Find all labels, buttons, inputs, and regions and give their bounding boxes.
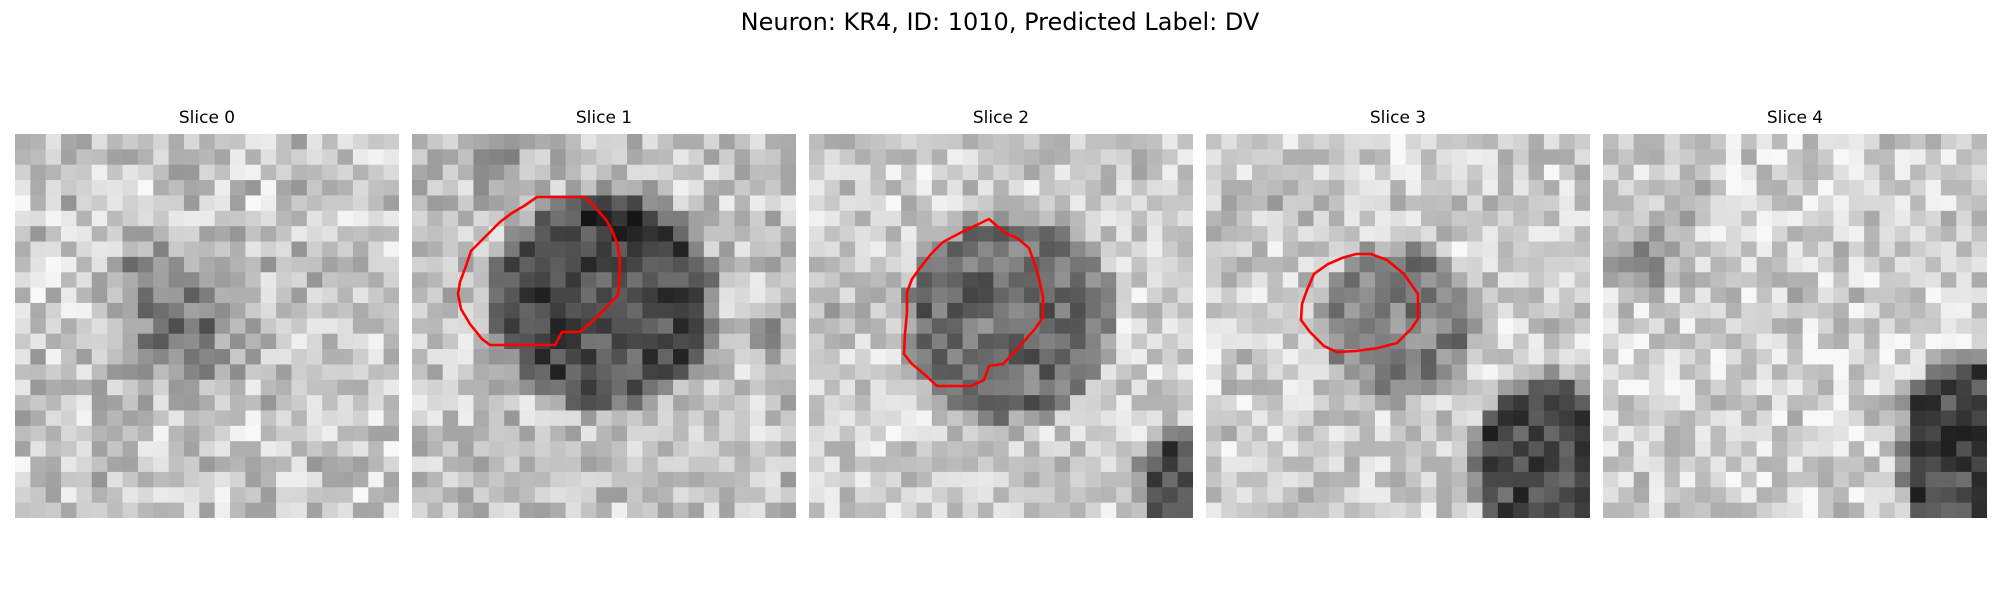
segmentation-outline-3 [1299,252,1420,354]
slice-title-0: Slice 0 [178,108,236,128]
slice-image-4 [1603,134,1987,518]
segmentation-outline-1 [456,195,622,347]
figure-title: Neuron: KR4, ID: 1010, Predicted Label: … [740,8,1260,36]
slice-image-3 [1206,134,1590,518]
slice-title-4: Slice 4 [1766,108,1824,128]
slice-image-1 [412,134,796,518]
slice-title-3: Slice 3 [1369,108,1427,128]
slice-image-0 [15,134,399,518]
slice-panel-1: Slice 1 [412,106,796,518]
slice-panel-0: Slice 0 [15,106,399,518]
slice-panel-4: Slice 4 [1603,106,1987,518]
slice-panel-2: Slice 2 [809,106,1193,518]
slice-title-1: Slice 1 [575,108,633,128]
segmentation-outline-2 [902,217,1045,388]
slice-panel-3: Slice 3 [1206,106,1590,518]
slice-title-2: Slice 2 [972,108,1030,128]
slice-image-2 [809,134,1193,518]
